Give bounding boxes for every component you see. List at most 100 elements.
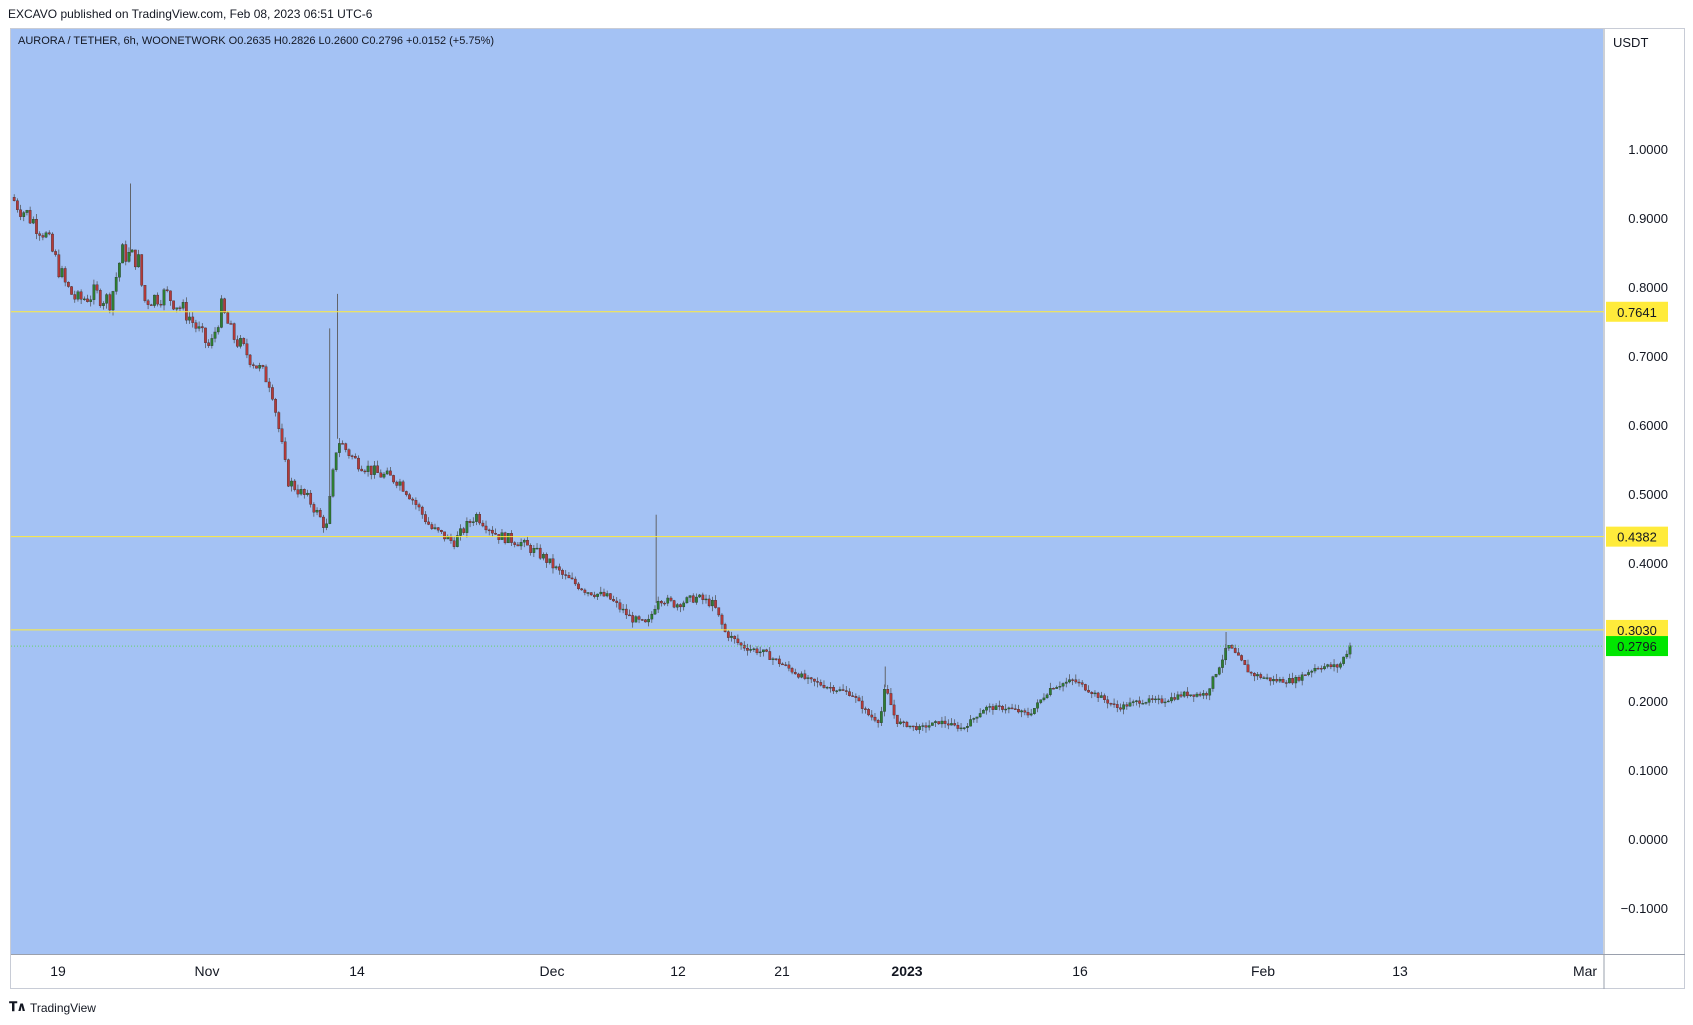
- candle-body: [121, 244, 124, 264]
- candle-body: [889, 693, 893, 706]
- candle-body: [102, 303, 105, 306]
- candle-body: [79, 291, 83, 300]
- candle-body: [695, 596, 698, 603]
- candle-body: [137, 254, 140, 268]
- candle-body: [1144, 702, 1148, 704]
- candle-body: [822, 685, 826, 688]
- candle-body: [357, 457, 360, 470]
- price-tick-label: 0.0000: [1628, 832, 1668, 847]
- price-tick-label: 0.5000: [1628, 487, 1668, 502]
- candle-body: [35, 218, 38, 234]
- candle-body: [376, 465, 379, 473]
- candle-body: [854, 695, 858, 698]
- candle-body: [1176, 694, 1180, 700]
- candle-body: [57, 254, 61, 278]
- candle-body: [701, 594, 705, 600]
- candle-body: [92, 284, 96, 300]
- candle-body: [503, 532, 507, 544]
- candle-body: [513, 542, 517, 545]
- candle-body: [16, 200, 19, 210]
- candle-body: [251, 364, 255, 366]
- candle-body: [864, 708, 867, 710]
- axis-unit-label: USDT: [1613, 35, 1649, 50]
- candle-body: [440, 530, 443, 532]
- candle-body: [1087, 689, 1090, 693]
- candle-body: [672, 600, 676, 608]
- candle-body: [656, 600, 660, 610]
- candle-body: [644, 619, 647, 623]
- candle-body: [975, 716, 979, 719]
- candle-body: [1112, 703, 1116, 705]
- candle-body: [1141, 703, 1145, 705]
- candle-body: [242, 338, 246, 344]
- candle-body: [1288, 678, 1291, 684]
- candle-body: [596, 593, 599, 597]
- candle-body: [169, 290, 172, 301]
- candle-body: [583, 589, 587, 593]
- candle-body: [175, 307, 179, 310]
- candle-body: [379, 472, 383, 478]
- candle-body: [806, 677, 810, 679]
- candle-body: [707, 598, 711, 607]
- candle-body: [1265, 677, 1269, 679]
- time-tick-label: 21: [774, 963, 790, 979]
- candle-body: [478, 514, 482, 524]
- candle-body: [465, 521, 469, 533]
- candle-body: [1179, 694, 1183, 697]
- candle-body: [1291, 678, 1294, 684]
- candle-body: [1135, 700, 1138, 702]
- candle-body: [883, 689, 886, 712]
- candle-body: [679, 604, 682, 608]
- axis-separators: [11, 29, 1685, 989]
- candle-body: [762, 649, 765, 653]
- candle-body: [220, 298, 223, 328]
- candle-body: [491, 529, 494, 534]
- candle-body: [510, 533, 513, 543]
- candle-body: [637, 616, 641, 620]
- candle-body: [181, 302, 185, 309]
- candle-body: [580, 588, 584, 591]
- candle-body: [720, 614, 724, 625]
- footer-brand[interactable]: 𝐓∧ TradingView: [9, 1000, 96, 1015]
- candle-body: [1064, 681, 1068, 684]
- candle-body: [1029, 713, 1033, 716]
- candle-body: [813, 678, 816, 682]
- candle-body: [350, 455, 354, 457]
- candle-body: [554, 566, 558, 569]
- candle-body: [360, 468, 364, 472]
- candle-body: [41, 235, 45, 238]
- candle-body: [153, 294, 156, 306]
- candle-body: [624, 608, 628, 616]
- price-tick-label: 1.0000: [1628, 142, 1668, 157]
- candle-body: [245, 343, 249, 356]
- candle-body: [969, 719, 972, 727]
- candle-body: [44, 232, 48, 238]
- candle-body: [880, 711, 883, 723]
- candle-body: [605, 593, 609, 597]
- candle-body: [1099, 695, 1103, 698]
- candle-body: [197, 326, 201, 329]
- candle-body: [1259, 674, 1263, 678]
- candle-body: [1208, 688, 1212, 696]
- candle-body: [860, 700, 864, 709]
- candle-body: [1074, 679, 1078, 683]
- candle-body: [31, 218, 35, 224]
- candle-body: [1093, 692, 1097, 695]
- candle-body: [95, 284, 99, 291]
- candle-body: [688, 595, 692, 598]
- candle-body: [264, 366, 268, 383]
- candle-body: [988, 706, 992, 708]
- candle-body: [487, 529, 491, 532]
- candle-body: [398, 481, 402, 486]
- candle-body: [1096, 692, 1100, 698]
- price-tick-label: 0.6000: [1628, 418, 1668, 433]
- candle-body: [1052, 688, 1055, 690]
- time-tick-label: Feb: [1251, 963, 1275, 979]
- candle-body: [1243, 660, 1247, 665]
- candle-body: [628, 614, 631, 617]
- candle-body: [226, 312, 230, 324]
- candle-body: [631, 615, 635, 623]
- candle-body: [711, 600, 714, 607]
- plot-area[interactable]: [11, 29, 1603, 954]
